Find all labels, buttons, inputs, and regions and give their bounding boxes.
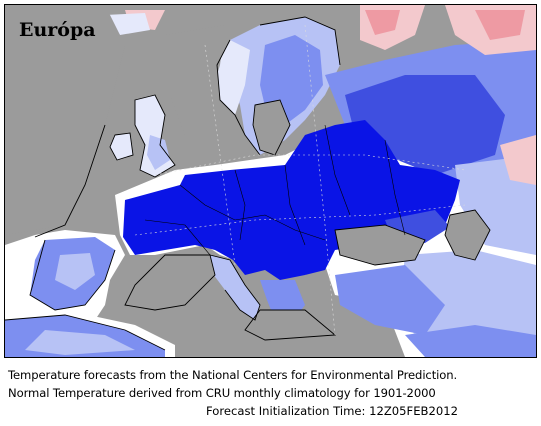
north-africa-region	[5, 315, 536, 357]
caption-initialization-time: Forecast Initialization Time: 12Z05FEB20…	[206, 404, 458, 418]
british-isles	[105, 13, 175, 177]
map-title: Európa	[19, 19, 96, 41]
map-canvas	[5, 5, 536, 357]
caption-normal-climatology: Normal Temperature derived from CRU mont…	[8, 386, 436, 400]
inland-seas	[5, 5, 490, 340]
country-borders	[144, 124, 406, 256]
warm-anomaly-areas	[125, 5, 536, 185]
forecast-map: Európa	[4, 4, 537, 358]
coastlines	[5, 16, 491, 351]
graticule	[134, 24, 466, 336]
caption-source: Temperature forecasts from the National …	[8, 368, 458, 382]
iberia-region	[30, 237, 115, 310]
